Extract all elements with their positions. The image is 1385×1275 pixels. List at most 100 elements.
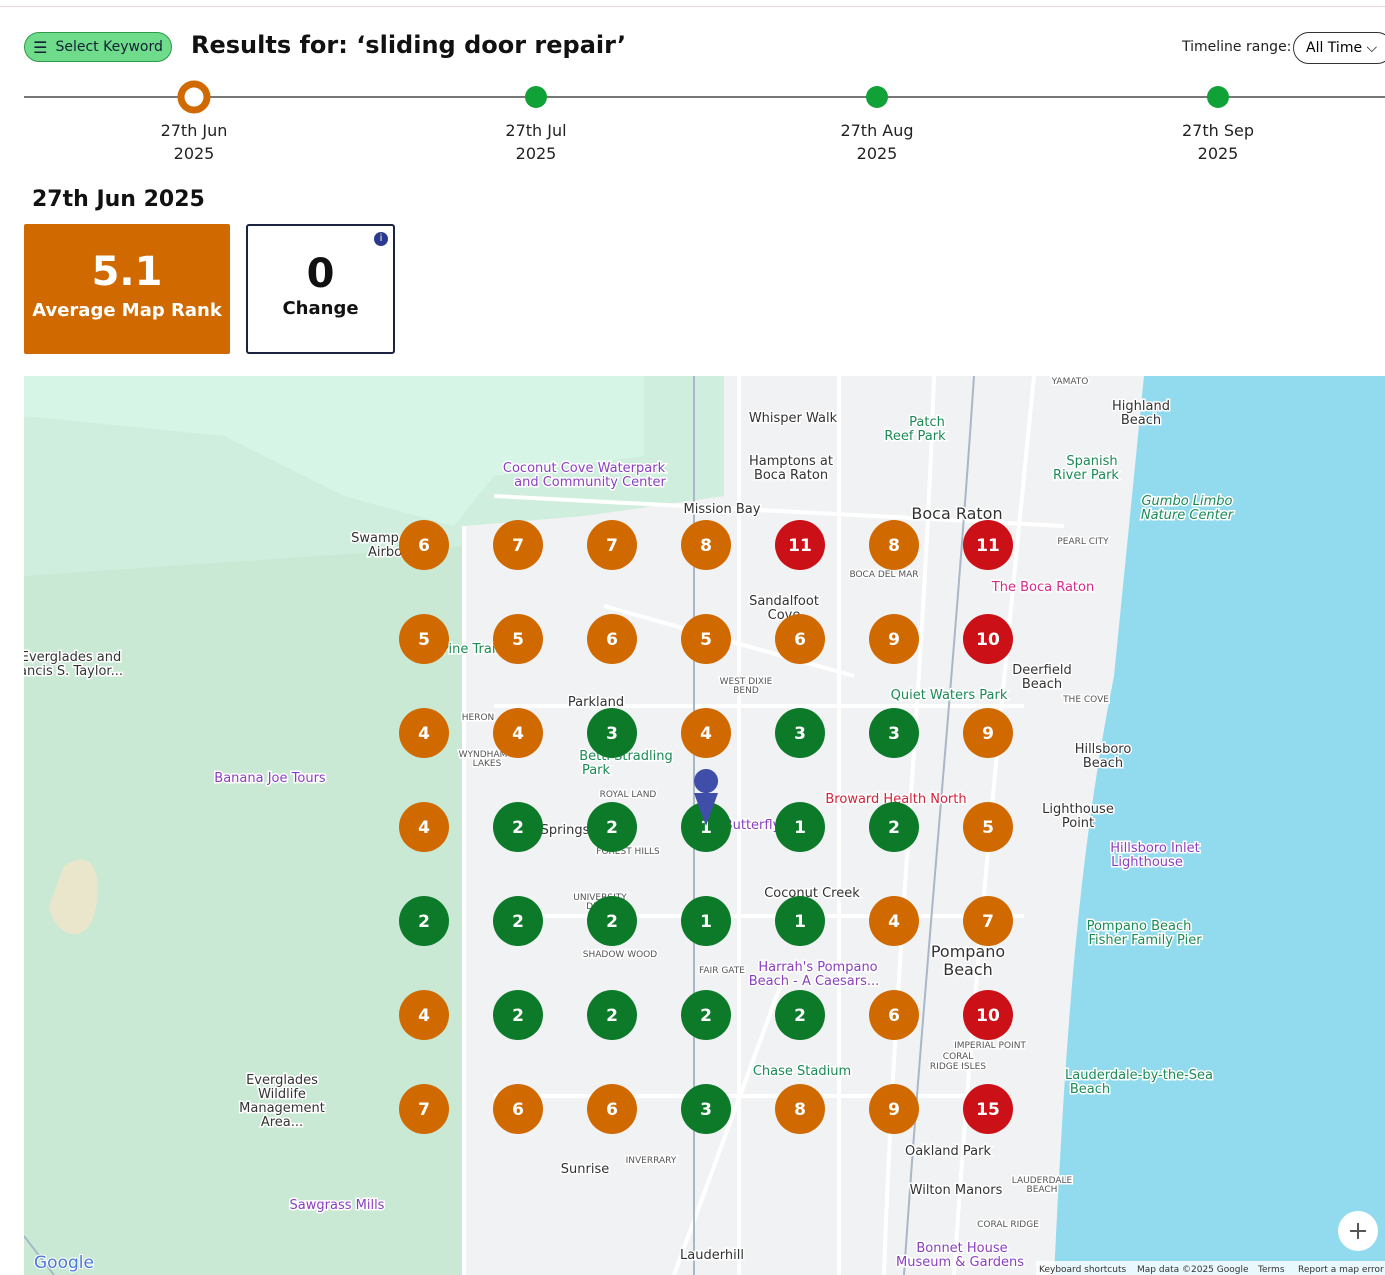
rank-marker[interactable] bbox=[399, 614, 449, 664]
rank-value: 2 bbox=[606, 1006, 618, 1026]
rank-marker[interactable] bbox=[775, 708, 825, 758]
map-label: Butterfly bbox=[724, 818, 781, 833]
timeline-year: 2025 bbox=[856, 144, 898, 163]
top-rule bbox=[0, 6, 1385, 7]
map-label: YAMATO bbox=[1051, 377, 1089, 387]
rank-marker[interactable] bbox=[681, 708, 731, 758]
rank-marker[interactable] bbox=[681, 990, 731, 1040]
stat-value: 0 bbox=[306, 251, 335, 297]
map-label: SHADOW WOOD bbox=[583, 950, 657, 960]
rank-marker[interactable] bbox=[493, 896, 543, 946]
rank-marker[interactable] bbox=[681, 896, 731, 946]
rank-marker[interactable] bbox=[681, 614, 731, 664]
rank-marker[interactable] bbox=[869, 520, 919, 570]
timeline-date[interactable]: 27th Aug 2025 bbox=[817, 119, 937, 165]
map-label: Boca Raton bbox=[911, 504, 1002, 523]
map-label: WYNDHAM bbox=[459, 750, 508, 760]
rank-marker[interactable] bbox=[963, 802, 1013, 852]
timeline-date[interactable]: 27th Jul 2025 bbox=[476, 119, 596, 165]
rank-marker[interactable] bbox=[963, 614, 1013, 664]
rank-marker[interactable] bbox=[681, 520, 731, 570]
rank-marker[interactable] bbox=[399, 896, 449, 946]
info-icon[interactable]: i bbox=[374, 232, 388, 246]
map-label: WEST DIXIE bbox=[720, 677, 773, 687]
list-icon: ☰ bbox=[33, 37, 48, 57]
timeline-node bbox=[866, 86, 888, 108]
map-label: CORAL RIDGE bbox=[977, 1220, 1039, 1230]
rank-marker[interactable] bbox=[869, 708, 919, 758]
map-label: Highland bbox=[1112, 399, 1170, 414]
map-label: RIDGE ISLES bbox=[930, 1062, 986, 1072]
rank-value: 6 bbox=[606, 1100, 618, 1120]
map-label: Pine Trail bbox=[441, 642, 499, 657]
stat-value: 5.1 bbox=[91, 249, 163, 295]
rank-value: 7 bbox=[418, 1100, 430, 1120]
rank-marker[interactable] bbox=[399, 1084, 449, 1134]
rank-marker[interactable] bbox=[775, 802, 825, 852]
rank-value: 9 bbox=[888, 1100, 900, 1120]
map-sand bbox=[49, 859, 98, 935]
rank-value: 8 bbox=[794, 1100, 806, 1120]
map-label: Lighthouse bbox=[1042, 802, 1114, 817]
rank-marker[interactable] bbox=[963, 1084, 1013, 1134]
timeline-day: 27th Jun bbox=[160, 121, 228, 140]
rank-marker[interactable] bbox=[493, 708, 543, 758]
rank-marker[interactable] bbox=[587, 896, 637, 946]
attribution-text: Keyboard shortcuts bbox=[1039, 1265, 1126, 1275]
rank-value: 5 bbox=[418, 630, 430, 650]
map-label: Swamp bbox=[351, 531, 399, 546]
rank-marker[interactable] bbox=[587, 802, 637, 852]
rank-marker[interactable] bbox=[963, 520, 1013, 570]
range-select[interactable]: All Time ⌵ bbox=[1293, 32, 1385, 64]
timeline-date[interactable]: 27th Sep 2025 bbox=[1158, 119, 1278, 165]
rank-marker[interactable] bbox=[493, 614, 543, 664]
rank-value: 4 bbox=[512, 724, 524, 744]
rank-marker[interactable] bbox=[775, 1084, 825, 1134]
rank-marker[interactable] bbox=[681, 1084, 731, 1134]
rank-marker[interactable] bbox=[493, 1084, 543, 1134]
rank-marker[interactable] bbox=[587, 614, 637, 664]
rank-marker[interactable] bbox=[775, 520, 825, 570]
map-label: Bonnet House bbox=[916, 1241, 1007, 1256]
rank-marker[interactable] bbox=[587, 520, 637, 570]
rank-marker[interactable] bbox=[963, 708, 1013, 758]
rank-value: 4 bbox=[700, 724, 712, 744]
rank-marker[interactable] bbox=[775, 896, 825, 946]
fullscreen-control[interactable] bbox=[1338, 1211, 1378, 1251]
rank-marker[interactable] bbox=[775, 990, 825, 1040]
average-rank-card: 5.1 Average Map Rank bbox=[24, 224, 230, 354]
map-label: Beach bbox=[943, 960, 993, 979]
select-keyword-button[interactable]: ☰ Select Keyword bbox=[24, 32, 172, 62]
rank-marker[interactable] bbox=[587, 1084, 637, 1134]
rank-marker[interactable] bbox=[869, 990, 919, 1040]
rank-marker[interactable] bbox=[963, 896, 1013, 946]
rank-marker[interactable] bbox=[399, 990, 449, 1040]
rank-marker[interactable] bbox=[681, 802, 731, 852]
map-label: Airbo bbox=[368, 545, 402, 560]
map-label: ancis S. Taylor... bbox=[24, 664, 123, 679]
map-label: ROYAL LAND bbox=[600, 790, 657, 800]
timeline-day: 27th Aug bbox=[840, 121, 914, 140]
map-label: River Park bbox=[1053, 468, 1119, 483]
map-label: CORAL bbox=[943, 1052, 973, 1062]
map-label: Springs bbox=[541, 823, 590, 838]
rank-marker[interactable] bbox=[869, 802, 919, 852]
rank-marker[interactable] bbox=[399, 520, 449, 570]
rank-marker[interactable] bbox=[869, 614, 919, 664]
rank-marker[interactable] bbox=[493, 802, 543, 852]
rank-marker[interactable] bbox=[399, 802, 449, 852]
rank-marker[interactable] bbox=[869, 1084, 919, 1134]
rank-marker[interactable] bbox=[493, 990, 543, 1040]
rank-marker[interactable] bbox=[963, 990, 1013, 1040]
rank-value: 5 bbox=[982, 818, 994, 838]
rank-marker[interactable] bbox=[493, 520, 543, 570]
rank-marker[interactable] bbox=[587, 990, 637, 1040]
map-label: Broward Health North bbox=[825, 792, 966, 807]
rank-marker[interactable] bbox=[587, 708, 637, 758]
rank-marker[interactable] bbox=[869, 896, 919, 946]
rank-value: 9 bbox=[982, 724, 994, 744]
rank-marker[interactable] bbox=[775, 614, 825, 664]
timeline-date[interactable]: 27th Jun 2025 bbox=[134, 119, 254, 165]
rank-marker[interactable] bbox=[399, 708, 449, 758]
